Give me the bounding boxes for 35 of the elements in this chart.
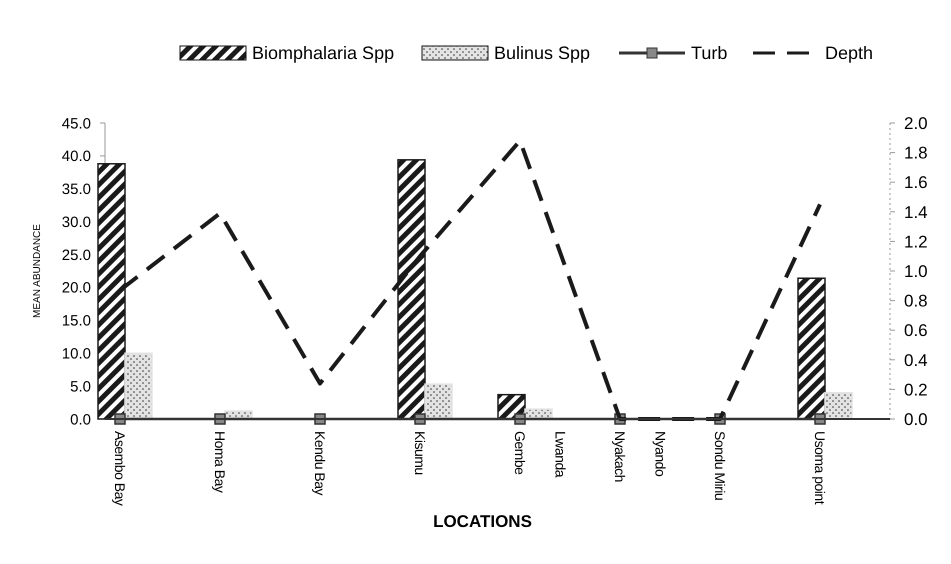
x-tick-label: Sondu Miriu <box>712 431 728 500</box>
x-tick-label: Usoma point <box>812 431 828 505</box>
legend-label: Turb <box>691 43 728 63</box>
x-tick-label: Homa Bay <box>212 431 228 493</box>
y-tick-label: 35.0 <box>62 181 91 198</box>
y2-tick-label: 0.6 <box>904 321 928 340</box>
y2-tick-label: 1.4 <box>904 202 928 222</box>
x-axis-title: LOCATIONS <box>433 512 532 531</box>
y-tick-label: 15.0 <box>62 312 91 330</box>
y2-tick-label: 0.4 <box>904 350 928 370</box>
y2-tick-label: 1.0 <box>904 262 928 281</box>
legend-label: Bulinus Spp <box>494 43 590 63</box>
x-tick-label: Kendu Bay <box>312 431 328 496</box>
y-tick-label: 30.0 <box>62 214 91 231</box>
y2-tick-label: 1.6 <box>904 173 928 192</box>
y2-tick-label: 2.0 <box>904 114 928 133</box>
y2-tick-label: 0.2 <box>904 380 928 400</box>
y-tick-label: 20.0 <box>62 280 91 297</box>
y-tick-label: 40.0 <box>62 148 91 166</box>
y-tick-label: 25.0 <box>62 246 91 264</box>
legend-label: Depth <box>825 43 874 63</box>
y-tick-label: 10.0 <box>62 345 91 362</box>
legend-label: Biomphalaria Spp <box>252 43 394 63</box>
y-tick-label: 0.0 <box>70 411 91 428</box>
y-tick-label: 45.0 <box>62 115 91 132</box>
category-label: Nyakach Nyando <box>612 431 669 482</box>
category-label: Gembe Lwanda <box>512 431 569 478</box>
y-tick-label: 5.0 <box>70 378 91 396</box>
y2-tick-label: 1.8 <box>904 144 928 163</box>
x-tick-label: Asembo Bay <box>112 431 128 506</box>
y-axis-title: MEAN ABUNDANCE <box>32 224 43 318</box>
y2-tick-label: 0.8 <box>904 292 928 311</box>
y2-tick-label: 1.2 <box>904 232 928 252</box>
y2-tick-label: 0.0 <box>904 410 928 429</box>
x-tick-label: Kisumu <box>412 431 428 475</box>
